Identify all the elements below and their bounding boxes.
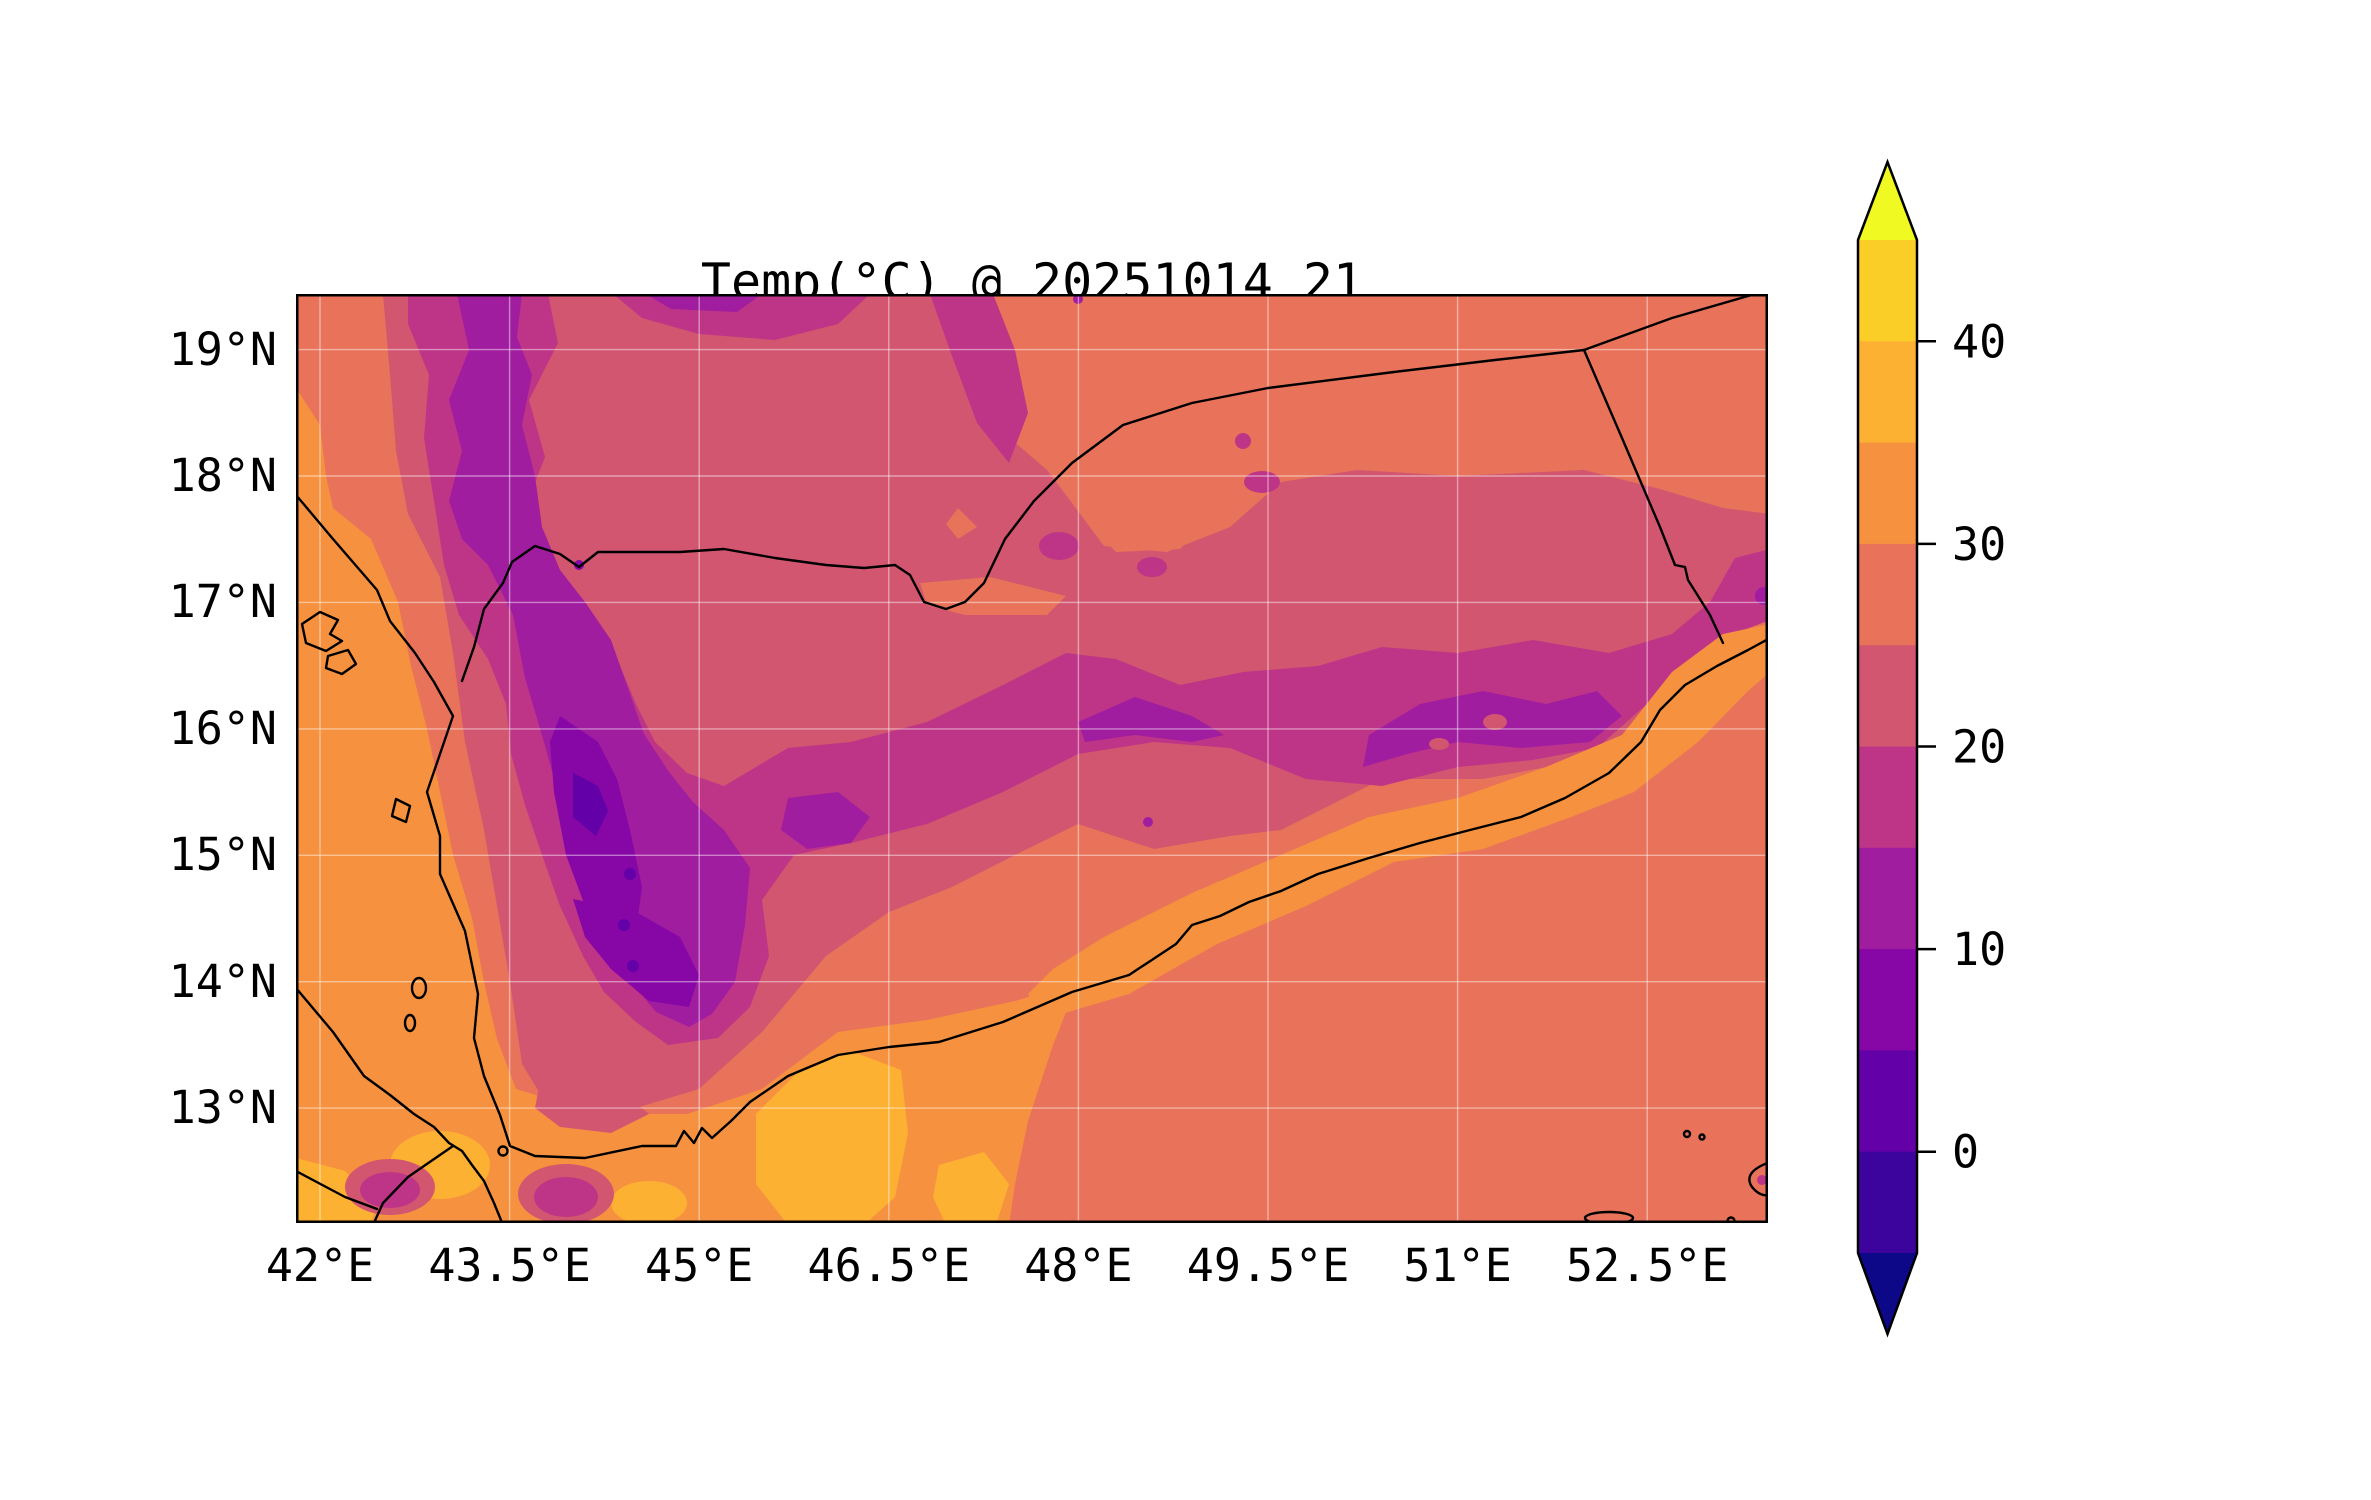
map-plot — [296, 294, 1768, 1223]
island-perim — [497, 1145, 509, 1157]
contour-region-magenta-blob — [1137, 557, 1167, 577]
colorbar-band — [1858, 1151, 1917, 1254]
colorbar-band — [1858, 645, 1917, 748]
contour-region-orange-west — [296, 388, 1078, 1223]
coastlines-borders — [296, 294, 1768, 1223]
contour-region-magenta-spine — [408, 294, 1768, 1045]
y-tick-label: 14°N — [168, 954, 277, 1008]
border-saudi-oman — [1582, 294, 1757, 352]
border-africa-2 — [296, 1169, 379, 1211]
colorbar-over-arrow — [1858, 162, 1917, 240]
colorbar-ticks: 40 30 20 10 0 — [1917, 315, 2006, 1179]
contour-region-purple-dot — [1165, 719, 1177, 731]
y-tick-label: 13°N — [168, 1081, 277, 1135]
island-farasan — [324, 648, 358, 676]
colorbar-outline — [1856, 158, 1919, 1338]
contour-region-purple-dot — [1143, 817, 1153, 827]
border-oman-yemen — [1582, 348, 1725, 645]
island-abd-al-kuri — [1583, 1210, 1635, 1223]
contour-region-purple-strip — [646, 294, 762, 312]
y-tick-label: 17°N — [168, 575, 277, 629]
island-farasan — [300, 610, 344, 653]
x-tick-label: 51°E — [1403, 1239, 1512, 1292]
colorbar-band — [1858, 442, 1917, 545]
colorbar-band — [1858, 1050, 1917, 1153]
contour-region-rose-dot — [1429, 738, 1449, 750]
island-hanish — [403, 1013, 417, 1033]
contour-region-cold-spot — [624, 868, 636, 880]
contour-region-salmon-hole — [1091, 527, 1204, 552]
x-tick-label: 45°E — [645, 1239, 754, 1292]
contour-region-rose-aden — [535, 1076, 649, 1133]
contour-region-orange-east-coast — [1028, 624, 1768, 1020]
coastline-arabia — [296, 493, 1768, 1160]
border-africa-1 — [372, 1144, 455, 1223]
border-saudi-yemen — [460, 348, 1586, 683]
contour-region-violet-dot — [574, 560, 584, 570]
island-zuqar — [410, 976, 428, 1000]
contour-region-cold-spot — [573, 773, 608, 836]
y-tick-label: 15°N — [168, 828, 277, 882]
colorbar-band — [1858, 341, 1917, 444]
contour-region-magenta-ne-streak — [930, 294, 1028, 463]
x-tick-label: 43.5°E — [428, 1239, 591, 1292]
y-tick-label: 18°N — [168, 449, 277, 503]
island-kamaran — [390, 797, 412, 824]
colorbar-tick-label: 20 — [1952, 721, 2006, 774]
coastline-africa — [296, 986, 504, 1223]
x-tick-label: 46.5°E — [807, 1239, 971, 1292]
colorbar: 40 30 20 10 0 — [1856, 158, 2006, 1338]
contour-region-hot-patch-a — [756, 1051, 908, 1223]
colorbar-tick-label: 40 — [1952, 315, 2006, 368]
contour-region-purple-band-c — [1078, 697, 1224, 742]
x-tick-label: 49.5°E — [1186, 1239, 1350, 1292]
contour-region-hot-patch-d — [611, 1181, 687, 1223]
colorbar-tick-label: 0 — [1952, 1126, 1979, 1179]
y-tick-label: 16°N — [168, 701, 277, 755]
contour-region-violet-core-s — [573, 899, 699, 1007]
colorbar-band — [1858, 543, 1917, 647]
contour-region-magenta-blob — [1235, 433, 1251, 449]
y-tick-label: 19°N — [168, 322, 277, 376]
contour-region-magenta-socotra — [1757, 1175, 1767, 1185]
colorbar-bands — [1858, 240, 1917, 1254]
x-tick-label: 52.5°E — [1565, 1239, 1729, 1292]
contour-region-purple-dot — [1755, 587, 1768, 605]
contour-region-salmon-hole — [946, 508, 977, 539]
colorbar-tick-label: 30 — [1952, 518, 2006, 571]
colorbar-band — [1858, 746, 1917, 849]
contour-region-cold-spot — [627, 960, 639, 972]
contour-region-magenta-blob — [1039, 532, 1079, 560]
gridlines — [296, 294, 1768, 1223]
map-frame — [296, 294, 1768, 1223]
contour-region-magenta-blob — [1244, 471, 1280, 493]
contour-region-hot-patch-c — [296, 1158, 377, 1223]
contour-region-cold-spot — [618, 919, 630, 931]
contour-region-purple-band-w — [781, 792, 870, 849]
island-socotra-tip — [1748, 1161, 1768, 1197]
colorbar-band — [1858, 240, 1917, 343]
island-tiny — [1682, 1129, 1692, 1139]
colorbar-under-arrow — [1858, 1253, 1917, 1334]
colorbar-band — [1858, 949, 1917, 1052]
x-tick-label: 48°E — [1024, 1239, 1133, 1292]
contour-region-purple-snake — [449, 294, 750, 1027]
colorbar-band — [1858, 847, 1917, 951]
contour-region-hot-patch-b — [933, 1152, 1009, 1223]
colorbar-tick-label: 10 — [1952, 923, 2006, 976]
contour-region-magenta-strait — [534, 1177, 598, 1217]
x-tick-label: 42°E — [265, 1239, 375, 1292]
island-tiny — [1698, 1133, 1706, 1141]
contour-region-rose-dot — [1483, 714, 1507, 730]
contour-region-magenta-africa — [360, 1172, 420, 1208]
